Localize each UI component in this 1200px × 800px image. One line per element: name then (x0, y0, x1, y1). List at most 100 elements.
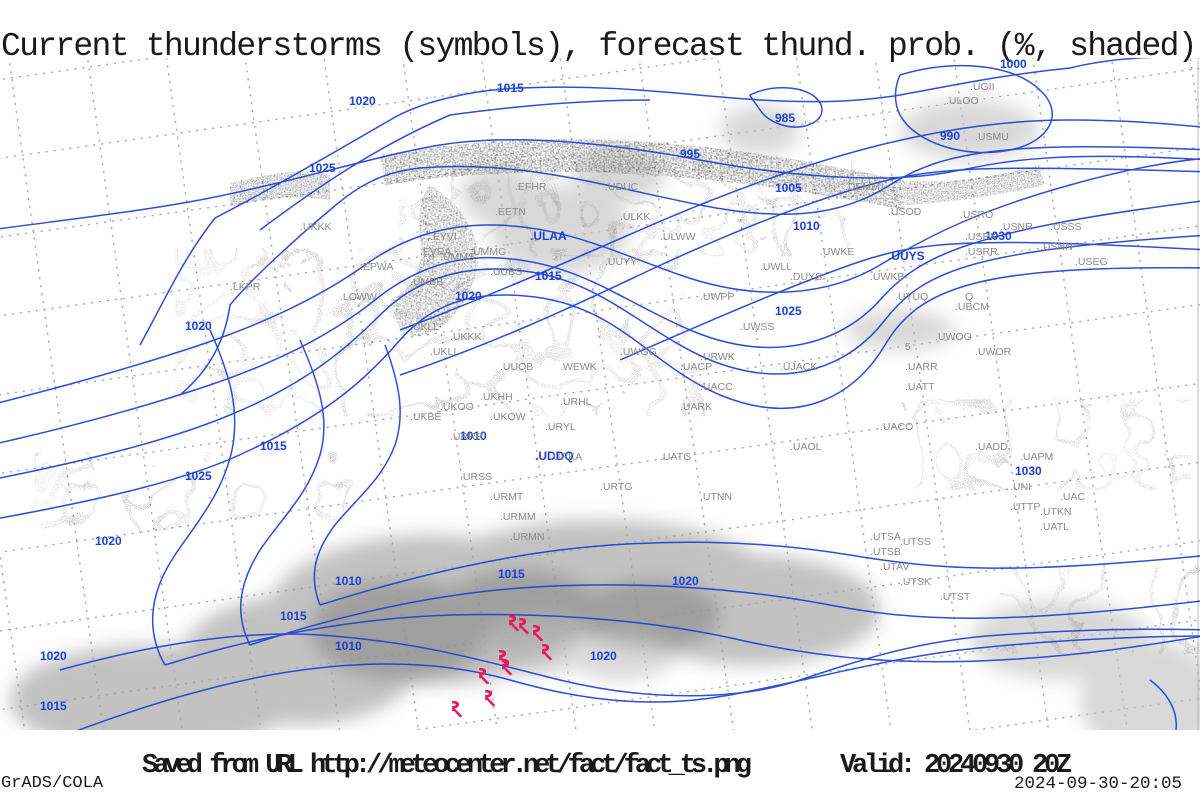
svg-text:5: 5 (905, 341, 911, 353)
svg-text:.DUYS: .DUYS (790, 271, 822, 283)
svg-text:.ULAA: .ULAA (530, 229, 567, 243)
svg-text:.UKOW: .UKOW (490, 411, 526, 423)
svg-text:.UWSS: .UWSS (740, 321, 774, 333)
svg-text:.UWOR: .UWOR (975, 346, 1012, 358)
svg-text:.USRR: .USRR (965, 246, 998, 258)
svg-text:.UTSB: .UTSB (870, 546, 901, 558)
svg-text:985: 985 (775, 111, 795, 125)
svg-text:1020: 1020 (455, 289, 482, 303)
svg-text:.UKBE: .UKBE (410, 411, 442, 423)
svg-text:.UMMG: .UMMG (470, 246, 506, 258)
svg-text:.UTSK: .UTSK (900, 576, 931, 588)
svg-text:.LOWW: .LOWW (340, 291, 377, 303)
svg-text:.UARK: .UARK (680, 401, 712, 413)
svg-text:Q: Q (965, 291, 973, 303)
svg-text:.UARR: .UARR (905, 361, 938, 373)
svg-text:.UWLL: .UWLL (760, 261, 792, 273)
svg-text:1025: 1025 (185, 469, 212, 483)
svg-text:1000: 1000 (1000, 57, 1027, 71)
svg-text:.ULOO: .ULOO (946, 95, 979, 107)
svg-text:1015: 1015 (40, 699, 67, 713)
svg-text:.USEG: .USEG (1075, 256, 1108, 268)
svg-text:.USMU: .USMU (975, 131, 1009, 143)
svg-text:.UUBS: .UUBS (490, 266, 522, 278)
svg-text:.UUOB: .UUOB (500, 361, 533, 373)
svg-text:1010: 1010 (335, 639, 362, 653)
svg-text:.UYUQ: .UYUQ (895, 291, 928, 303)
svg-text:.UAC: .UAC (1060, 491, 1086, 503)
svg-text:.UTKN: .UTKN (1040, 506, 1072, 518)
svg-text:1010: 1010 (335, 574, 362, 588)
svg-text:1015: 1015 (260, 439, 287, 453)
svg-text:.USRO: .USRO (960, 209, 993, 221)
svg-text:.UMBB: .UMBB (410, 276, 443, 288)
svg-text:.UWKE: .UWKE (820, 246, 854, 258)
svg-text:.USSS: .USSS (1050, 221, 1082, 233)
svg-text:1025: 1025 (775, 304, 802, 318)
svg-text:.USNR: .USNR (1000, 221, 1033, 233)
svg-text:.UKKK: .UKKK (450, 331, 482, 343)
svg-text:1010: 1010 (793, 219, 820, 233)
svg-text:.EETN: .EETN (495, 206, 526, 218)
svg-text:.UAPM: .UAPM (1020, 451, 1053, 463)
svg-text:.UKOO: .UKOO (440, 401, 474, 413)
svg-text:.ULWW: .ULWW (660, 231, 695, 243)
svg-text:.UACO: .UACO (880, 421, 913, 433)
svg-text:.UJACK: .UJACK (780, 361, 817, 373)
svg-text:.UNI: .UNI (1010, 481, 1031, 493)
svg-text:.UWPP: .UWPP (700, 291, 734, 303)
svg-text:1005: 1005 (775, 181, 802, 195)
svg-text:.UADD: .UADD (975, 441, 1008, 453)
svg-text:1020: 1020 (590, 649, 617, 663)
svg-text:.ULKK: .ULKK (620, 211, 650, 223)
svg-text:.UUYS: .UUYS (888, 249, 925, 263)
svg-text:.UATG: .UATG (660, 451, 691, 463)
svg-text:1020: 1020 (672, 574, 699, 588)
svg-text:1015: 1015 (498, 567, 525, 581)
svg-text:.UTST: .UTST (940, 591, 971, 603)
svg-text:.USNN: .USNN (1040, 241, 1073, 253)
svg-text:.URRR: .URRR (450, 431, 484, 443)
svg-text:990: 990 (940, 129, 960, 143)
svg-text:.WEWK: .WEWK (560, 361, 597, 373)
svg-text:.UUYY: .UUYY (605, 256, 637, 268)
svg-text:.UACP: .UACP (680, 361, 712, 373)
svg-text:.UATT: .UATT (905, 381, 935, 393)
svg-text:1015: 1015 (497, 81, 524, 95)
svg-text:.URHL: .URHL (560, 396, 592, 408)
svg-text:.URTG: .URTG (600, 481, 632, 493)
svg-text:.UACC: .UACC (700, 381, 733, 393)
svg-text:.UWGG: .UWGG (620, 346, 657, 358)
svg-text:.UKHH: .UKHH (480, 391, 513, 403)
svg-text:.USRK: .USRK (965, 231, 997, 243)
svg-text:.EYVI: .EYVI (430, 231, 457, 243)
svg-text:.LKPR: .LKPR (230, 281, 261, 293)
svg-text:.UDUC: .UDUC (605, 181, 639, 193)
svg-text:.URMM: .URMM (500, 511, 536, 523)
svg-text:.DEMM: .DEMM (845, 181, 880, 193)
svg-text:.URYL: .URYL (545, 421, 576, 433)
svg-text:.UKLI: .UKLI (430, 346, 456, 358)
svg-text:.UWKB: .UWKB (870, 271, 904, 283)
svg-text:.USOD: .USOD (888, 206, 922, 218)
svg-text:.UKLL: .UKLL (410, 321, 439, 333)
svg-text:.EPWA: .EPWA (360, 261, 393, 273)
svg-text:995: 995 (680, 147, 700, 161)
svg-text:.UTSS: .UTSS (900, 536, 931, 548)
svg-text:1030: 1030 (1015, 464, 1042, 478)
svg-text:1020: 1020 (95, 534, 122, 548)
svg-text:.UTNN: .UTNN (700, 491, 732, 503)
svg-text:.URKA: .URKA (550, 451, 582, 463)
svg-text:.UAOL: .UAOL (790, 441, 822, 453)
svg-text:.URMN: .URMN (510, 531, 544, 543)
svg-text:.UTTP: .UTTP (1010, 501, 1040, 513)
svg-text:1015: 1015 (535, 269, 562, 283)
svg-text:.UATL: .UATL (1040, 521, 1069, 533)
svg-text:.EFHR: .EFHR (515, 181, 547, 193)
svg-text:.UTSA: .UTSA (870, 531, 901, 543)
svg-text:.UTAV: .UTAV (880, 561, 909, 573)
svg-text:.URSS: .URSS (460, 471, 492, 483)
svg-text:.URMT: .URMT (490, 491, 524, 503)
svg-text:.UWOO: .UWOO (935, 331, 972, 343)
svg-text:1020: 1020 (40, 649, 67, 663)
